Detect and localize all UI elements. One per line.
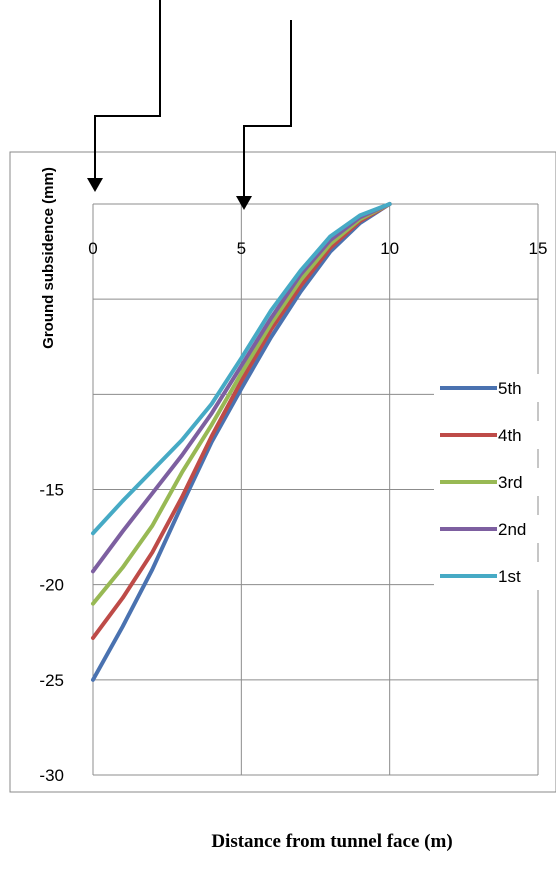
legend-label-3rd: 3rd xyxy=(498,473,523,492)
x-tick-labels: 0 5 10 15 xyxy=(88,239,547,258)
y-tick-label: -20 xyxy=(39,576,64,595)
arrow-connector-2 xyxy=(243,20,292,198)
y-tick-label: -30 xyxy=(39,766,64,785)
annotation-arrows xyxy=(87,0,292,210)
legend-label-2nd: 2nd xyxy=(498,520,526,539)
arrowhead-1 xyxy=(87,178,103,192)
x-tick-label: 15 xyxy=(529,239,548,258)
series-line-3rd xyxy=(91,202,392,606)
y-tick-labels: -15 -20 -25 -30 xyxy=(39,481,64,786)
y-tick-label: -15 xyxy=(39,481,64,500)
legend-label-5th: 5th xyxy=(498,379,522,398)
y-tick-label: -25 xyxy=(39,671,64,690)
arrow-connector-1 xyxy=(94,0,161,180)
x-axis-label: Distance from tunnel face (m) xyxy=(211,831,452,852)
legend-label-4th: 4th xyxy=(498,426,522,445)
legend: 5th 4th 3rd 2nd 1st xyxy=(434,374,544,590)
grid xyxy=(92,203,539,776)
ylabel-backdrop xyxy=(30,170,92,470)
series-group xyxy=(91,202,392,682)
series-line-5th xyxy=(91,202,392,682)
series-line-4th xyxy=(91,202,392,640)
arrowhead-2 xyxy=(236,196,252,210)
series-line-1st xyxy=(91,202,392,536)
legend-label-1st: 1st xyxy=(498,567,521,586)
x-tick-label: 0 xyxy=(88,239,97,258)
chart-frame xyxy=(9,151,556,793)
series-line-2nd xyxy=(91,202,392,574)
y-axis-label: Ground subsidence (mm) xyxy=(40,167,57,349)
x-tick-label: 5 xyxy=(237,239,246,258)
x-tick-label: 10 xyxy=(380,239,399,258)
